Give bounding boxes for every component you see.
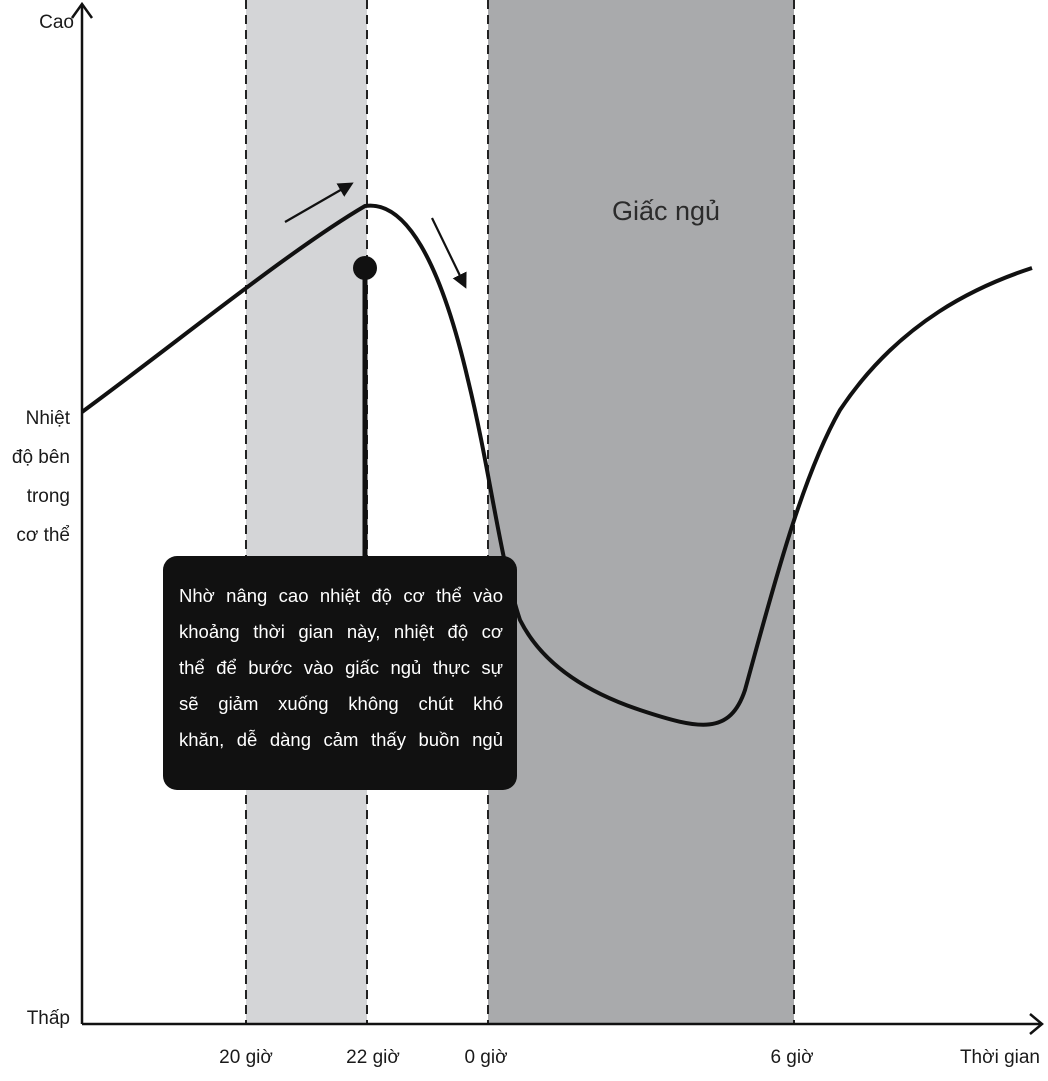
- y-axis-high-label: Cao: [39, 12, 74, 33]
- y-axis-title-line-3: trong: [27, 486, 70, 507]
- y-axis-title-line-2: độ bên: [12, 447, 70, 468]
- explanation-callout: Nhờ nâng cao nhiệt độ cơ thể vào khoảng …: [163, 556, 517, 790]
- sleep-band: [488, 0, 794, 1024]
- x-axis-title: Thời gian: [960, 1047, 1040, 1068]
- x-tick-22h: 22 giờ: [346, 1047, 400, 1068]
- y-axis-title-line-1: Nhiệt: [26, 408, 71, 429]
- y-axis-title-line-4: cơ thể: [16, 525, 70, 546]
- peak-dot: [353, 256, 377, 280]
- callout-line-5: khăn, dễ dàng cảm thấy buồn ngủ: [179, 729, 503, 750]
- callout-line-2: khoảng thời gian này, nhiệt độ cơ: [179, 621, 503, 642]
- y-axis-low-label: Thấp: [27, 1008, 70, 1029]
- x-tick-6h: 6 giờ: [770, 1047, 813, 1068]
- callout-line-4: sẽ giảm xuống không chút khó: [179, 693, 503, 714]
- body-temperature-curve: [80, 203, 1033, 727]
- sleep-region-label: Giấc ngủ: [612, 196, 720, 226]
- callout-line-3: thể để bước vào giấc ngủ thực sự: [179, 657, 503, 678]
- y-axis-arrow-icon: [70, 1, 94, 19]
- pre-sleep-band: [246, 0, 367, 1024]
- x-tick-20h: 20 giờ: [219, 1047, 273, 1068]
- x-axis-arrow-icon: [1029, 1013, 1044, 1035]
- callout-line-1: Nhờ nâng cao nhiệt độ cơ thể vào: [179, 585, 503, 606]
- rising-arrow-icon: [284, 182, 354, 223]
- falling-arrow-icon: [431, 217, 467, 289]
- x-tick-0h: 0 giờ: [464, 1047, 507, 1068]
